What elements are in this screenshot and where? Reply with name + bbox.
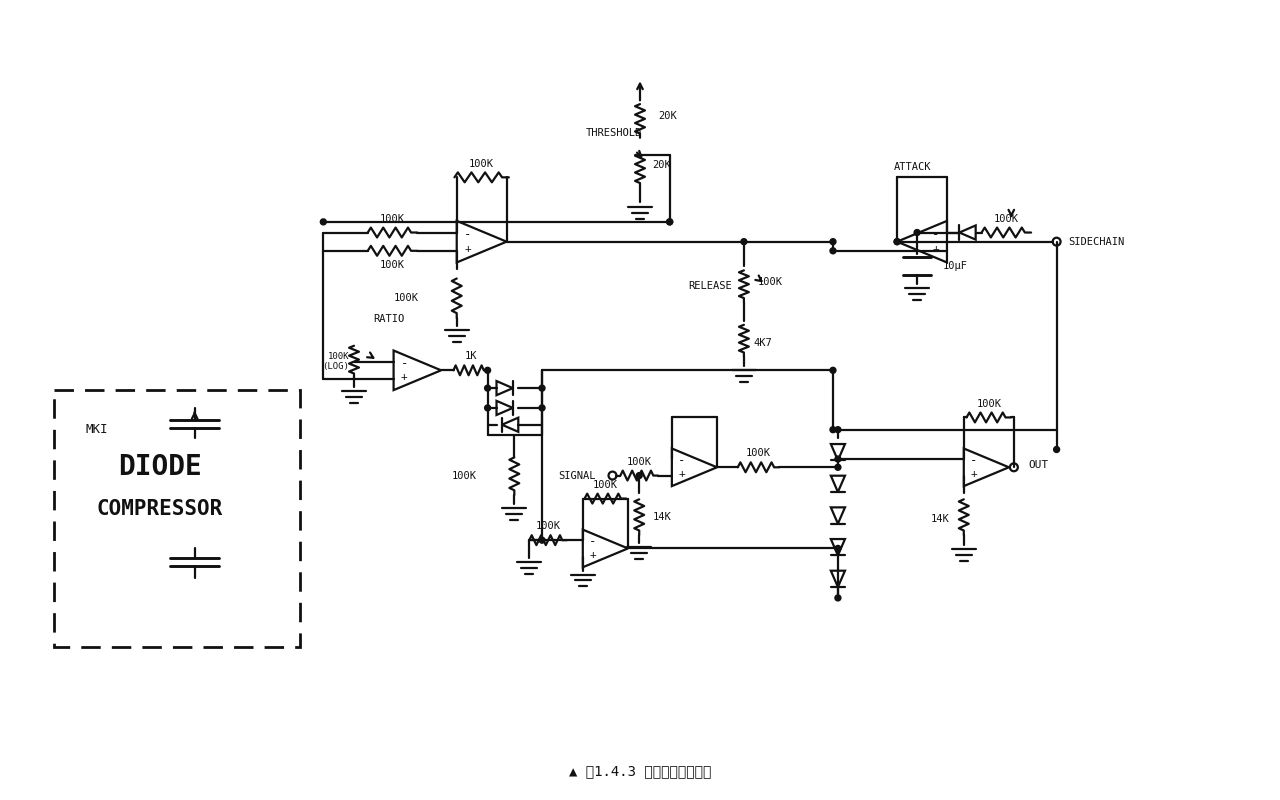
Text: 100K: 100K (394, 294, 419, 303)
Text: +: + (678, 469, 685, 479)
Circle shape (829, 248, 836, 254)
Text: 1K: 1K (465, 351, 477, 362)
Text: +: + (401, 373, 407, 382)
Text: SIGNAL: SIGNAL (558, 470, 595, 481)
Text: 100K: 100K (758, 278, 783, 287)
Circle shape (485, 367, 490, 374)
Text: SIDECHAIN: SIDECHAIN (1069, 237, 1125, 246)
FancyBboxPatch shape (54, 390, 300, 647)
Circle shape (829, 426, 836, 433)
Circle shape (539, 537, 545, 543)
Text: +: + (970, 469, 978, 479)
Circle shape (539, 385, 545, 391)
Circle shape (485, 405, 490, 411)
Text: ATTACK: ATTACK (893, 162, 931, 173)
Circle shape (835, 546, 841, 551)
Text: +: + (465, 244, 471, 254)
Text: 100K: 100K (380, 214, 404, 224)
Circle shape (667, 219, 673, 225)
Text: 100K: 100K (535, 522, 561, 531)
Text: -: - (465, 228, 472, 241)
Text: 14K: 14K (931, 514, 950, 524)
Text: 100K: 100K (380, 260, 404, 270)
Text: -: - (970, 454, 978, 467)
Text: THRESHOLD: THRESHOLD (585, 128, 641, 138)
Text: 20K: 20K (652, 161, 671, 170)
Circle shape (829, 367, 836, 374)
Text: 100K: 100K (593, 480, 618, 490)
Circle shape (485, 385, 490, 391)
Circle shape (539, 405, 545, 411)
Text: -: - (401, 357, 408, 370)
Circle shape (1053, 446, 1060, 453)
Text: COMPRESSOR: COMPRESSOR (97, 499, 223, 519)
Circle shape (741, 238, 746, 245)
Text: 100K: 100K (993, 214, 1019, 224)
Text: RATIO: RATIO (372, 314, 404, 324)
Text: 4K7: 4K7 (754, 338, 773, 348)
Text: -: - (589, 535, 596, 548)
Text: -: - (678, 454, 686, 467)
Text: ▲ 图1.4.3 音频信号压缩电路: ▲ 图1.4.3 音频信号压缩电路 (568, 764, 712, 778)
Text: 100K: 100K (977, 398, 1001, 409)
Text: RELEASE: RELEASE (689, 281, 732, 291)
Circle shape (636, 473, 643, 478)
Text: 14K: 14K (653, 512, 672, 522)
Text: OUT: OUT (1029, 460, 1048, 470)
Text: 100K: 100K (746, 449, 771, 458)
Text: 100K: 100K (452, 471, 476, 481)
Text: MKI: MKI (86, 423, 109, 436)
Circle shape (835, 456, 841, 462)
Text: 100K: 100K (470, 159, 494, 170)
Text: +: + (932, 244, 940, 254)
Circle shape (895, 238, 900, 245)
Text: 20K: 20K (658, 111, 677, 121)
Text: 100K: 100K (627, 457, 652, 466)
Text: DIODE: DIODE (118, 454, 202, 482)
Circle shape (835, 595, 841, 601)
Circle shape (829, 238, 836, 245)
Text: 10μF: 10μF (943, 261, 968, 271)
Circle shape (914, 230, 920, 235)
Circle shape (320, 219, 326, 225)
Text: -: - (932, 228, 940, 241)
Circle shape (835, 426, 841, 433)
Text: 100K
(LOG): 100K (LOG) (323, 352, 349, 371)
Circle shape (895, 238, 900, 245)
Circle shape (835, 464, 841, 470)
Text: +: + (590, 550, 596, 560)
Circle shape (667, 219, 673, 225)
